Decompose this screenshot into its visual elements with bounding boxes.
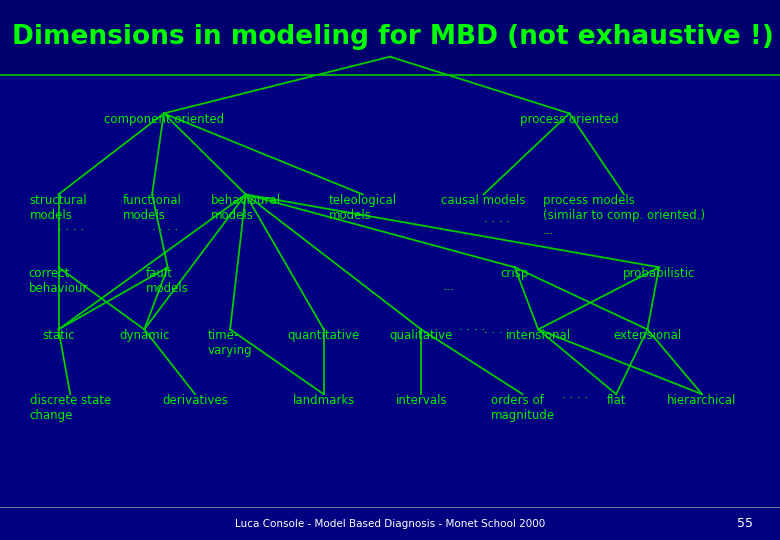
- Bar: [0, 0, 780, 75]
- Text: fault
models: fault models: [147, 267, 189, 295]
- Text: intervals: intervals: [395, 394, 447, 407]
- Text: flat: flat: [607, 394, 626, 407]
- Text: process oriented: process oriented: [520, 113, 619, 126]
- Text: behavioural
models: behavioural models: [211, 194, 281, 222]
- Text: extensional: extensional: [613, 329, 682, 342]
- Text: probabilistic: probabilistic: [623, 267, 695, 280]
- Text: quantitative: quantitative: [288, 329, 360, 342]
- Text: functional
models: functional models: [122, 194, 182, 222]
- Text: . . . .: . . . .: [484, 323, 510, 336]
- Text: . . . .: . . . .: [562, 388, 588, 401]
- Text: correct
behaviour: correct behaviour: [29, 267, 88, 295]
- Text: ...: ...: [442, 280, 455, 293]
- Text: intensional: intensional: [505, 329, 571, 342]
- Text: crisp: crisp: [501, 267, 529, 280]
- Text: Dimensions in modeling for MBD (not exhaustive !): Dimensions in modeling for MBD (not exha…: [12, 24, 774, 50]
- Text: landmarks: landmarks: [292, 394, 355, 407]
- Text: component oriented: component oriented: [104, 113, 224, 126]
- Text: qualitative: qualitative: [389, 329, 453, 342]
- Text: time-
varying: time- varying: [207, 329, 253, 357]
- Text: dynamic: dynamic: [119, 329, 169, 342]
- Text: orders of
magnitude: orders of magnitude: [491, 394, 555, 422]
- Text: Luca Console - Model Based Diagnosis - Monet School 2000: Luca Console - Model Based Diagnosis - M…: [235, 519, 545, 529]
- Text: structural
models: structural models: [30, 194, 87, 222]
- Text: teleological
models: teleological models: [328, 194, 397, 222]
- Text: discrete state
change: discrete state change: [30, 394, 111, 422]
- Text: process models
(similar to comp. oriented.)
...: process models (similar to comp. oriente…: [543, 194, 705, 238]
- Text: . . . .: . . . .: [484, 212, 510, 225]
- Text: . . . .: . . . .: [58, 220, 85, 233]
- Text: causal models: causal models: [441, 194, 526, 207]
- Text: . . . .: . . . .: [152, 220, 179, 233]
- Text: static: static: [42, 329, 75, 342]
- Text: . . . .: . . . .: [459, 320, 485, 333]
- Text: derivatives: derivatives: [162, 394, 228, 407]
- Text: 55: 55: [736, 517, 753, 530]
- Text: hierarchical: hierarchical: [668, 394, 736, 407]
